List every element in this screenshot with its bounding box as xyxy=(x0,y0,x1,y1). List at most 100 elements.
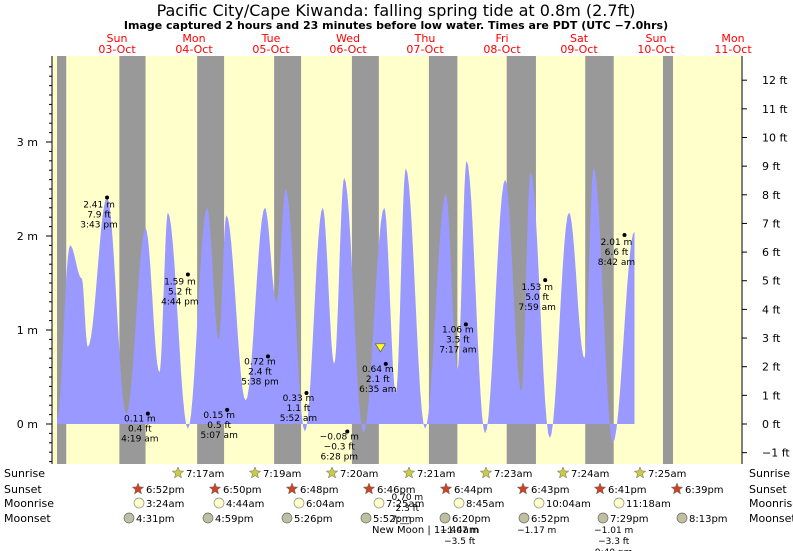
row-label-left-moonrise: Moonrise xyxy=(4,497,54,510)
extrema-height-ft: 0.5 ft xyxy=(207,421,231,431)
moonrise-icon xyxy=(133,497,145,509)
extrema-time: 6:28 pm xyxy=(321,453,359,463)
extrema-time: 5:52 am xyxy=(280,414,317,424)
extrema-time: 3:43 pm xyxy=(80,220,118,230)
moonset-icon xyxy=(202,512,214,524)
sunset-time: 6:39pm xyxy=(685,485,724,496)
sunset-icon xyxy=(516,482,530,495)
extrema-height-m: −0.08 m xyxy=(320,433,359,443)
sunrise-time: 7:24am xyxy=(571,469,609,480)
new-moon-label: New Moon | 11:44am xyxy=(372,525,479,536)
extrema-height-m: 2.41 m xyxy=(83,200,115,210)
sunset-icon xyxy=(131,482,145,495)
day-of-week: Sun xyxy=(646,32,667,45)
moonrise-time: 7:25am xyxy=(386,499,424,510)
y-tick-label-ft: 12 ft xyxy=(762,74,788,87)
y-tick-label-ft: −1 ft xyxy=(762,447,790,460)
day-of-week: Wed xyxy=(336,32,360,45)
moonrise-time: 8:45am xyxy=(466,499,504,510)
extrema-height-ft: 0.4 ft xyxy=(128,425,152,435)
overflow-tide-label: −1.01 m xyxy=(594,526,633,536)
tide-area xyxy=(57,160,635,443)
sunset-icon xyxy=(285,482,299,495)
overflow-tide-label: −1.17 m xyxy=(517,526,556,536)
extrema-height-m: 0.11 m xyxy=(124,415,156,425)
extrema-height-m: 1.59 m xyxy=(164,278,196,288)
row-label-right-moonset: Moonset xyxy=(749,512,793,525)
sunset-time: 6:41pm xyxy=(608,485,647,496)
overflow-tide-label: −3.5 ft xyxy=(444,537,476,547)
moonrise-time: 3:24am xyxy=(146,499,184,510)
y-tick-label-ft: 5 ft xyxy=(762,275,781,288)
moonrise-time: 4:44am xyxy=(226,499,264,510)
moonset-icon xyxy=(123,512,135,524)
extrema-dot xyxy=(225,407,230,412)
day-date: 05-Oct xyxy=(252,43,290,56)
row-label-left-sunrise: Sunrise xyxy=(4,467,45,480)
extrema-height-ft: 5.0 ft xyxy=(525,293,549,303)
extrema-height-ft: 6.6 ft xyxy=(605,248,629,258)
extrema-dot xyxy=(622,233,627,238)
extrema-dot xyxy=(145,411,150,416)
plot-area: 2.41 m7.9 ft3:43 pm 0.11 m0.4 ft4:19 am 1.… xyxy=(52,56,742,464)
y-tick-label-ft: 10 ft xyxy=(762,131,788,144)
y-tick-label-m: 1 m xyxy=(17,324,38,337)
sunrise-icon xyxy=(556,466,570,479)
extrema-height-m: 0.72 m xyxy=(244,357,276,367)
moonset-icon xyxy=(676,512,688,524)
current-tide-marker xyxy=(374,343,387,353)
extrema-height-ft: 3.5 ft xyxy=(446,335,470,345)
sunrise-time: 7:25am xyxy=(648,469,686,480)
extrema-dot xyxy=(304,390,309,395)
day-of-week: Thu xyxy=(414,32,436,45)
sunrise-icon xyxy=(402,466,416,479)
sunset-time: 6:48pm xyxy=(300,485,339,496)
y-tick-label-m: 0 m xyxy=(17,418,38,431)
extrema-height-m: 2.01 m xyxy=(601,238,633,248)
y-tick-label-ft: 0 ft xyxy=(762,418,781,431)
sunset-time: 6:44pm xyxy=(454,485,493,496)
overflow-tide-label: 7:__pm xyxy=(391,515,423,525)
moonset-time: 4:31pm xyxy=(136,514,175,525)
row-label-right-sunrise: Sunrise xyxy=(749,467,790,480)
night-band xyxy=(662,56,673,464)
day-date: 11-Oct xyxy=(714,43,752,56)
moonset-time: 8:13pm xyxy=(689,514,728,525)
extrema-dot xyxy=(265,354,270,359)
sunset-icon xyxy=(593,482,607,495)
moonset-time: 6:52pm xyxy=(531,514,570,525)
axes: 0 m 1 m 2 m 3 m −1 ft 0 ft 1 ft 2 ft 3 ft 4 ft 5 f… xyxy=(17,32,790,464)
extrema-time: 6:35 am xyxy=(359,385,396,395)
extrema-time: 5:38 pm xyxy=(241,377,279,387)
sunrise-icon xyxy=(248,466,262,479)
y-tick-label-ft: 2 ft xyxy=(762,361,781,374)
night-band xyxy=(57,56,67,464)
overflow-tide-label: −1.07 m xyxy=(440,526,479,536)
extrema-dot xyxy=(105,195,110,200)
moonrise-icon xyxy=(293,497,305,509)
overflow-tide-label: 9:40 pm xyxy=(595,548,633,551)
row-label-right-sunset: Sunset xyxy=(749,483,787,496)
sunset-icon xyxy=(208,482,222,495)
extrema-height-m: 0.64 m xyxy=(362,365,394,375)
y-tick-label-ft: 6 ft xyxy=(762,246,781,259)
sunset-icon xyxy=(670,482,684,495)
moonrise-time: 10:04am xyxy=(546,499,591,510)
moonset-time: 4:59pm xyxy=(215,514,254,525)
extrema-height-ft: 2.1 ft xyxy=(366,375,390,385)
sunrise-icon xyxy=(325,466,339,479)
extrema-height-m: 0.15 m xyxy=(203,411,235,421)
moonset-time: 7:29pm xyxy=(610,514,649,525)
sunrise-icon xyxy=(479,466,493,479)
day-of-week: Mon xyxy=(721,32,744,45)
day-of-week: Mon xyxy=(182,32,205,45)
overflow-tide-label: 0.70 m xyxy=(392,493,424,503)
moonset-icon xyxy=(439,512,451,524)
sunset-time: 6:46pm xyxy=(377,485,416,496)
extrema-dot xyxy=(185,272,190,277)
sunset-time: 6:50pm xyxy=(223,485,262,496)
sunrise-time: 7:19am xyxy=(263,469,301,480)
extrema-height-ft: −0.3 ft xyxy=(324,443,356,453)
extrema-height-m: 1.53 m xyxy=(521,283,553,293)
sunrise-icon xyxy=(633,466,647,479)
